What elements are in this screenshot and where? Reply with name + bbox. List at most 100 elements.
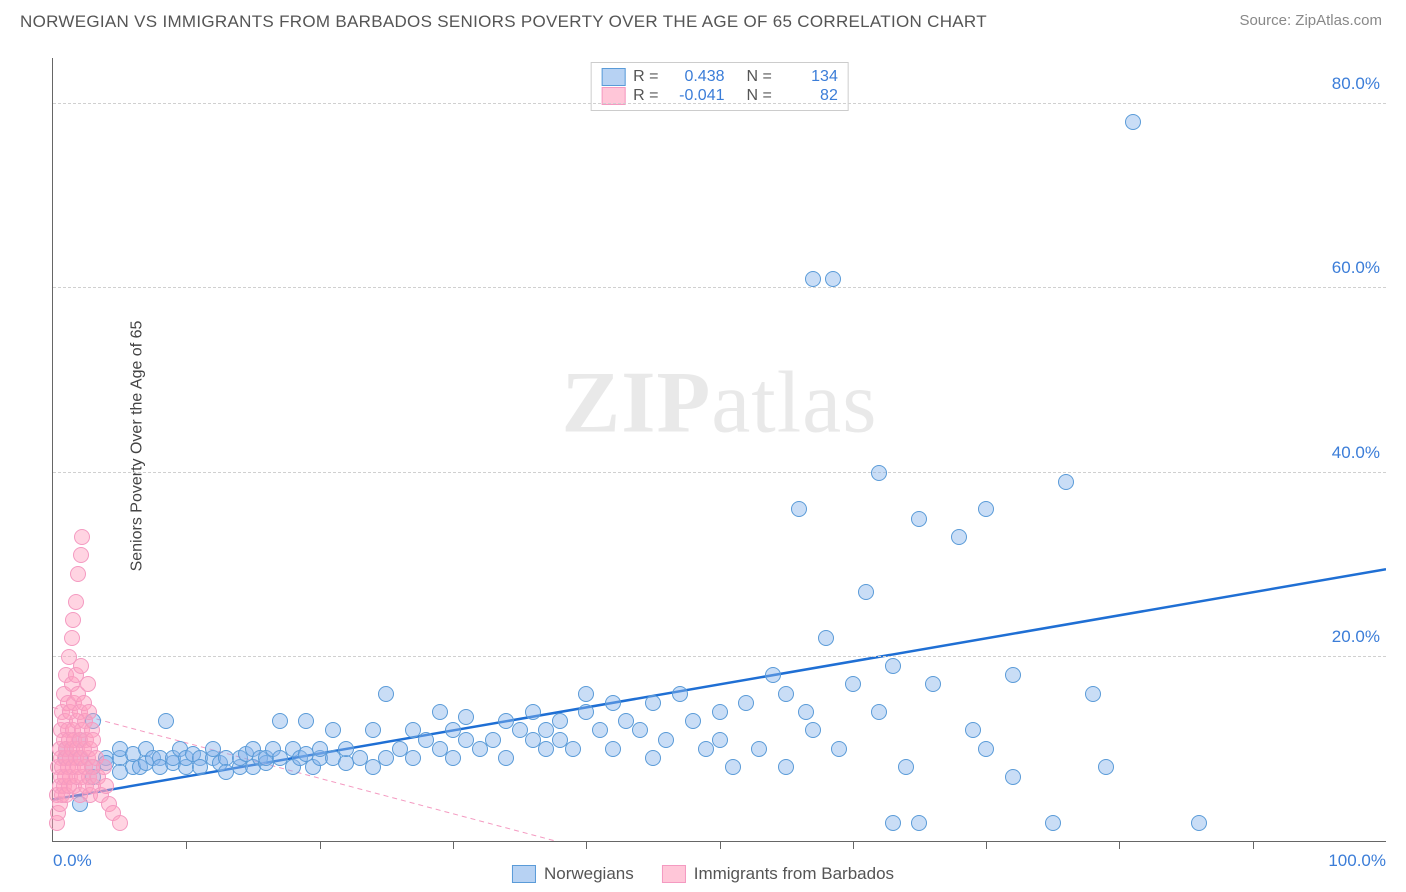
data-point: [798, 704, 814, 720]
data-point: [73, 547, 89, 563]
data-point: [98, 778, 114, 794]
legend-label: Norwegians: [544, 864, 634, 884]
watermark: ZIPatlas: [562, 352, 878, 453]
data-point: [791, 501, 807, 517]
data-point: [578, 704, 594, 720]
data-point: [592, 722, 608, 738]
data-point: [445, 750, 461, 766]
gridline-h: [53, 103, 1386, 104]
data-point: [605, 741, 621, 757]
gridline-h: [53, 656, 1386, 657]
data-point: [911, 511, 927, 527]
data-point: [658, 732, 674, 748]
x-tick: [1253, 841, 1254, 849]
data-point: [85, 732, 101, 748]
x-tick: [320, 841, 321, 849]
data-point: [778, 686, 794, 702]
legend-stats-row: R =0.438N =134: [601, 68, 838, 86]
gridline-h: [53, 287, 1386, 288]
data-point: [1125, 114, 1141, 130]
data-point: [858, 584, 874, 600]
data-point: [1191, 815, 1207, 831]
data-point: [485, 732, 501, 748]
x-tick-label: 100.0%: [1328, 851, 1386, 871]
y-tick-label: 20.0%: [1332, 627, 1380, 647]
x-tick: [186, 841, 187, 849]
data-point: [951, 529, 967, 545]
data-point: [725, 759, 741, 775]
data-point: [73, 658, 89, 674]
data-point: [65, 612, 81, 628]
data-point: [898, 759, 914, 775]
y-tick-label: 40.0%: [1332, 443, 1380, 463]
legend-swatch: [512, 865, 536, 883]
data-point: [565, 741, 581, 757]
data-point: [978, 501, 994, 517]
data-point: [552, 713, 568, 729]
data-point: [325, 722, 341, 738]
data-point: [1098, 759, 1114, 775]
data-point: [64, 630, 80, 646]
trend-lines: [53, 58, 1386, 841]
legend-label: Immigrants from Barbados: [694, 864, 894, 884]
data-point: [578, 686, 594, 702]
data-point: [498, 750, 514, 766]
legend-item: Norwegians: [512, 864, 634, 884]
data-point: [871, 465, 887, 481]
data-point: [405, 750, 421, 766]
n-label: N =: [747, 68, 772, 86]
data-point: [298, 713, 314, 729]
data-point: [805, 271, 821, 287]
data-point: [96, 759, 112, 775]
y-tick-label: 80.0%: [1332, 74, 1380, 94]
data-point: [965, 722, 981, 738]
r-label: R =: [633, 68, 658, 86]
data-point: [845, 676, 861, 692]
x-tick: [453, 841, 454, 849]
data-point: [805, 722, 821, 738]
data-point: [645, 695, 661, 711]
data-point: [712, 732, 728, 748]
x-tick: [986, 841, 987, 849]
data-point: [525, 704, 541, 720]
x-tick: [1119, 841, 1120, 849]
x-tick: [586, 841, 587, 849]
data-point: [885, 658, 901, 674]
data-point: [911, 815, 927, 831]
data-point: [685, 713, 701, 729]
chart-frame: NORWEGIAN VS IMMIGRANTS FROM BARBADOS SE…: [0, 0, 1406, 892]
data-point: [74, 529, 90, 545]
data-point: [68, 594, 84, 610]
data-point: [818, 630, 834, 646]
legend-swatch: [601, 68, 625, 86]
x-tick: [720, 841, 721, 849]
data-point: [432, 704, 448, 720]
data-point: [825, 271, 841, 287]
r-value: 0.438: [667, 68, 725, 86]
data-point: [1058, 474, 1074, 490]
data-point: [632, 722, 648, 738]
data-point: [458, 709, 474, 725]
data-point: [978, 741, 994, 757]
data-point: [378, 686, 394, 702]
data-point: [871, 704, 887, 720]
data-point: [765, 667, 781, 683]
legend-bottom: Norwegians Immigrants from Barbados: [512, 864, 894, 884]
gridline-h: [53, 472, 1386, 473]
chart-title: NORWEGIAN VS IMMIGRANTS FROM BARBADOS SE…: [20, 12, 987, 32]
data-point: [738, 695, 754, 711]
legend-swatch: [662, 865, 686, 883]
data-point: [831, 741, 847, 757]
data-point: [70, 566, 86, 582]
data-point: [885, 815, 901, 831]
source-label: Source: ZipAtlas.com: [1239, 12, 1382, 29]
data-point: [925, 676, 941, 692]
watermark-bold: ZIP: [562, 354, 712, 451]
data-point: [672, 686, 688, 702]
data-point: [1085, 686, 1101, 702]
watermark-rest: atlas: [711, 354, 877, 451]
data-point: [1005, 769, 1021, 785]
data-point: [712, 704, 728, 720]
legend-item: Immigrants from Barbados: [662, 864, 894, 884]
data-point: [365, 722, 381, 738]
